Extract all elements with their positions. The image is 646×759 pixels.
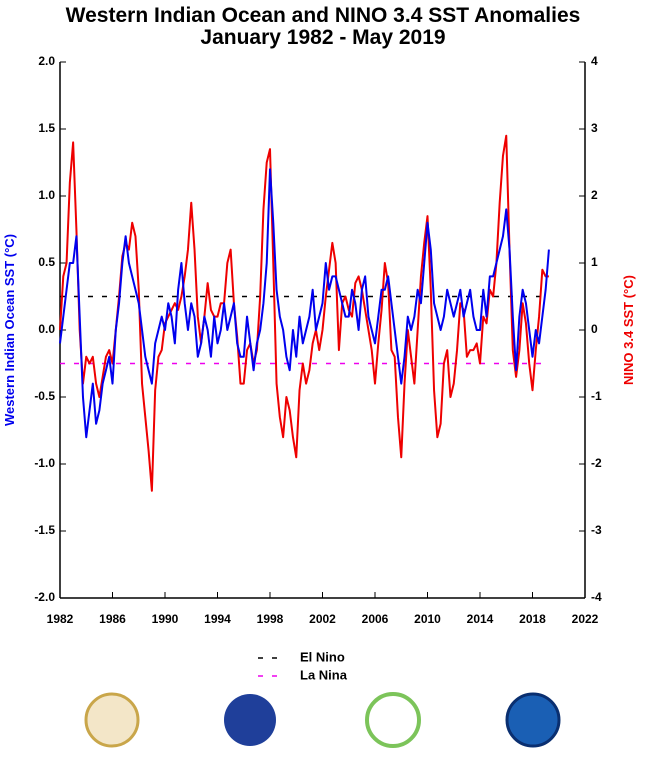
chart-subtitle: January 1982 - May 2019 <box>200 26 445 49</box>
y-tick-label: 0.0 <box>38 322 55 336</box>
y2-tick-label: -2 <box>591 456 602 470</box>
y-tick-label: 1.5 <box>38 121 55 135</box>
series-line <box>59 168 550 439</box>
y2-tick-label: 1 <box>591 255 598 269</box>
y-tick-label: -1.5 <box>34 523 55 537</box>
y-tick-label: 2.0 <box>38 54 55 68</box>
y2-tick-label: 2 <box>591 188 598 202</box>
y-tick-label: 1.0 <box>38 188 55 202</box>
legend-label: El Nino <box>300 649 345 664</box>
y2-tick-label: -1 <box>591 389 602 403</box>
x-tick-label: 2018 <box>519 612 546 626</box>
y2-tick-label: -3 <box>591 523 602 537</box>
series-line <box>59 134 549 492</box>
logo <box>224 694 276 746</box>
y-tick-label: -0.5 <box>34 389 55 403</box>
logo <box>84 692 140 748</box>
x-tick-label: 1994 <box>204 612 231 626</box>
y-tick-label: -1.0 <box>34 456 55 470</box>
logos <box>84 692 561 748</box>
x-tick-label: 2014 <box>467 612 494 626</box>
y-tick-label: 0.5 <box>38 255 55 269</box>
y2-tick-label: -4 <box>591 590 602 604</box>
x-tick-label: 2010 <box>414 612 441 626</box>
x-tick-label: 2002 <box>309 612 336 626</box>
y-tick-label: -2.0 <box>34 590 55 604</box>
x-tick-label: 1990 <box>152 612 179 626</box>
x-tick-label: 1982 <box>47 612 74 626</box>
chart-title: Western Indian Ocean and NINO 3.4 SST An… <box>66 4 581 27</box>
legend-label: La Nina <box>300 667 348 682</box>
x-tick-label: 1986 <box>99 612 126 626</box>
x-tick-label: 2006 <box>362 612 389 626</box>
y2-tick-label: 4 <box>591 54 598 68</box>
y2-axis-label: NINO 3.4 SST (°C) <box>621 275 636 385</box>
logo <box>505 692 561 748</box>
y2-tick-label: 0 <box>591 322 598 336</box>
logo <box>365 692 421 748</box>
x-tick-label: 2022 <box>572 612 599 626</box>
y2-tick-label: 3 <box>591 121 598 135</box>
x-tick-label: 1998 <box>257 612 284 626</box>
y-axis-label: Western Indian Ocean SST (°C) <box>2 234 17 426</box>
